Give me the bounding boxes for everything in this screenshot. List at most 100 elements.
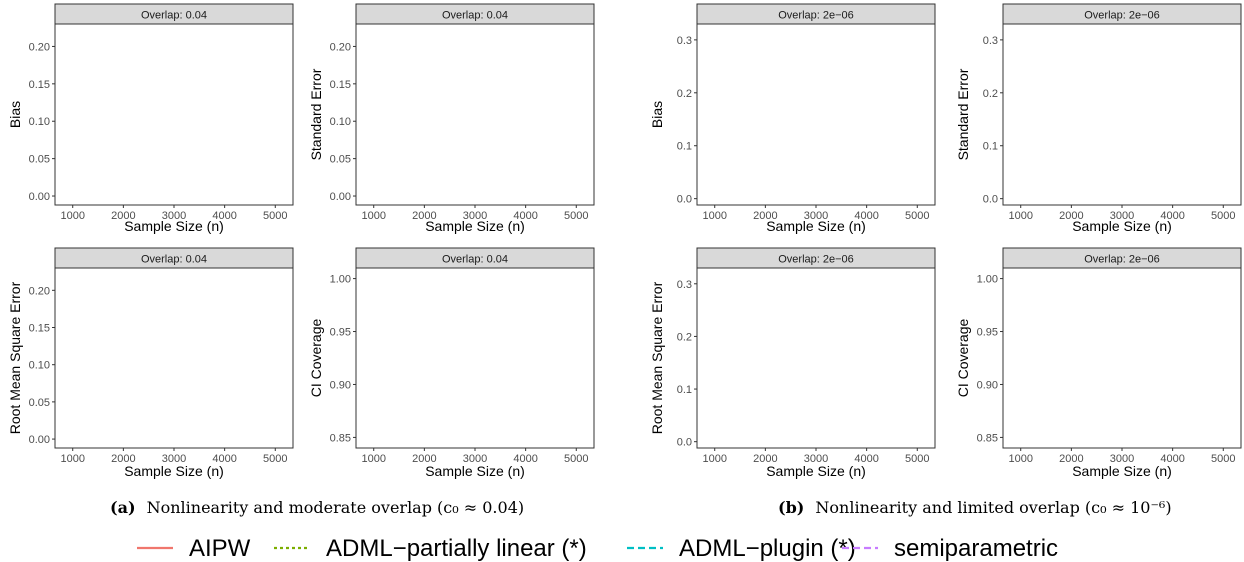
x-tick-label: 5000 xyxy=(263,210,287,222)
svg-text:(a) Nonlinearity and mod: (a) Nonlinearity and moderate overlap (c… xyxy=(110,498,524,517)
x-tick-label: 5000 xyxy=(905,210,929,222)
x-tick-label: 3000 xyxy=(804,453,828,465)
panel-7: Overlap: 2e−06 1000 2000 3000 4000 5000 0.0 0.1… xyxy=(649,247,936,479)
x-tick-label: 4000 xyxy=(854,210,878,222)
x-axis-title: Sample Size (n) xyxy=(1072,218,1172,234)
x-tick-label: 1000 xyxy=(1008,453,1032,465)
legend-item-semiparametric: semiparametric xyxy=(842,535,1058,562)
x-tick-label: 2000 xyxy=(111,210,135,222)
y-tick-label: 0.0 xyxy=(677,437,692,449)
y-tick-label: 0.15 xyxy=(29,79,50,91)
y-tick-label: 1.00 xyxy=(330,274,351,286)
y-tick-label: 0.2 xyxy=(677,88,692,100)
x-axis-title: Sample Size (n) xyxy=(124,463,224,479)
y-tick-label: 0.05 xyxy=(29,154,50,166)
caption-b: (b) Nonlinearity and limited overlap (c₀… xyxy=(778,498,1172,517)
panel-5: Overlap: 0.04 1000 2000 3000 4000 5000 0.00 0.0… xyxy=(7,247,294,479)
x-tick-label: 3000 xyxy=(162,453,186,465)
legend-label: AIPW xyxy=(189,535,251,562)
y-axis-title: CI Coverage xyxy=(955,318,971,397)
y-tick-label: 0.85 xyxy=(330,432,351,444)
x-tick-label: 1000 xyxy=(702,210,726,222)
x-tick-label: 5000 xyxy=(1211,453,1235,465)
x-tick-label: 2000 xyxy=(753,453,777,465)
y-tick-label: 0.00 xyxy=(29,434,50,446)
facet-strip-label: Overlap: 2e−06 xyxy=(778,10,854,22)
panel-8: Overlap: 2e−06 1000 2000 3000 4000 5000 0.85 0.… xyxy=(955,247,1242,479)
y-tick-label: 0.15 xyxy=(330,79,351,91)
facet-strip-label: Overlap: 0.04 xyxy=(141,254,207,266)
y-tick-label: 0.0 xyxy=(983,194,998,206)
x-tick-label: 4000 xyxy=(1160,210,1184,222)
panel-frame xyxy=(355,267,595,449)
caption-a-text: Nonlinearity and moderate overlap (c₀ ≈ … xyxy=(147,498,525,517)
panel-6: Overlap: 0.04 1000 2000 3000 4000 5000 0.85 0.9… xyxy=(308,247,595,479)
facet-strip-label: Overlap: 0.04 xyxy=(141,10,207,22)
legend: AIPW ADML−partially linear (*) ADML−plugin… xyxy=(137,535,1058,562)
y-tick-label: 0.2 xyxy=(983,88,998,100)
y-tick-label: 0.0 xyxy=(677,194,692,206)
x-axis-title: Sample Size (n) xyxy=(766,218,866,234)
x-tick-label: 3000 xyxy=(1110,453,1134,465)
y-tick-label: 0.10 xyxy=(330,116,351,128)
x-tick-label: 1000 xyxy=(1008,210,1032,222)
y-tick-label: 0.90 xyxy=(330,379,351,391)
x-tick-label: 5000 xyxy=(564,453,588,465)
panel-4: Overlap: 2e−06 1000 2000 3000 4000 5000 0.0 0.1… xyxy=(955,3,1242,234)
facet-strip-label: Overlap: 2e−06 xyxy=(1084,254,1160,266)
x-tick-label: 3000 xyxy=(1110,210,1134,222)
x-tick-label: 1000 xyxy=(702,453,726,465)
y-axis-title: CI Coverage xyxy=(308,318,324,397)
x-tick-label: 3000 xyxy=(463,453,487,465)
y-tick-label: 0.15 xyxy=(29,323,50,335)
y-tick-label: 0.3 xyxy=(983,35,998,47)
panel-1: Overlap: 0.04 1000 2000 3000 4000 5000 0.00 0.0… xyxy=(7,3,294,234)
y-tick-label: 1.00 xyxy=(977,274,998,286)
panel-3: Overlap: 2e−06 1000 2000 3000 4000 5000 0.0 0.1… xyxy=(649,3,936,234)
panel-frame xyxy=(696,23,936,206)
x-tick-label: 1000 xyxy=(361,453,385,465)
x-tick-label: 1000 xyxy=(361,210,385,222)
caption-b-text: Nonlinearity and limited overlap (c₀ ≈ 1… xyxy=(815,498,1171,517)
y-tick-label: 0.85 xyxy=(977,432,998,444)
x-tick-label: 3000 xyxy=(804,210,828,222)
legend-item-aipw: AIPW xyxy=(137,535,251,562)
y-tick-label: 0.1 xyxy=(677,384,692,396)
facet-strip-label: Overlap: 0.04 xyxy=(442,10,508,22)
legend-label: ADML−plugin (*) xyxy=(679,535,856,562)
caption-a-tag: (a) xyxy=(110,498,136,517)
x-tick-label: 2000 xyxy=(111,453,135,465)
legend-item-adml-plugin: ADML−plugin (*) xyxy=(627,535,856,562)
y-axis-title: Bias xyxy=(649,101,665,128)
x-tick-label: 5000 xyxy=(1211,210,1235,222)
panel-frame xyxy=(54,267,294,449)
y-tick-label: 0.95 xyxy=(977,327,998,339)
panel-frame xyxy=(355,23,595,206)
x-axis-title: Sample Size (n) xyxy=(1072,463,1172,479)
x-axis-title: Sample Size (n) xyxy=(124,218,224,234)
y-tick-label: 0.20 xyxy=(330,41,351,53)
facet-strip-label: Overlap: 0.04 xyxy=(442,254,508,266)
x-tick-label: 5000 xyxy=(905,453,929,465)
x-tick-label: 5000 xyxy=(263,453,287,465)
legend-label: ADML−partially linear (*) xyxy=(326,535,587,562)
y-tick-label: 0.20 xyxy=(29,41,50,53)
x-tick-label: 4000 xyxy=(513,210,537,222)
legend-item-adml-partially-linear: ADML−partially linear (*) xyxy=(274,535,587,562)
y-tick-label: 0.00 xyxy=(330,191,351,203)
panel-frame xyxy=(696,267,936,449)
y-tick-label: 0.3 xyxy=(677,279,692,291)
panel-grid: Overlap: 0.04 1000 2000 3000 4000 5000 0.00 0.0… xyxy=(7,3,1242,479)
y-tick-label: 0.05 xyxy=(29,397,50,409)
x-tick-label: 5000 xyxy=(564,210,588,222)
x-tick-label: 1000 xyxy=(60,210,84,222)
y-axis-title: Bias xyxy=(7,101,23,128)
y-tick-label: 0.2 xyxy=(677,331,692,343)
y-tick-label: 0.05 xyxy=(330,154,351,166)
y-axis-title: Standard Error xyxy=(955,68,971,160)
panel-2: Overlap: 0.04 1000 2000 3000 4000 5000 0.00 0.0… xyxy=(308,3,595,234)
x-axis-title: Sample Size (n) xyxy=(425,218,525,234)
x-tick-label: 4000 xyxy=(212,453,236,465)
y-tick-label: 0.95 xyxy=(330,327,351,339)
facet-strip-label: Overlap: 2e−06 xyxy=(1084,10,1160,22)
